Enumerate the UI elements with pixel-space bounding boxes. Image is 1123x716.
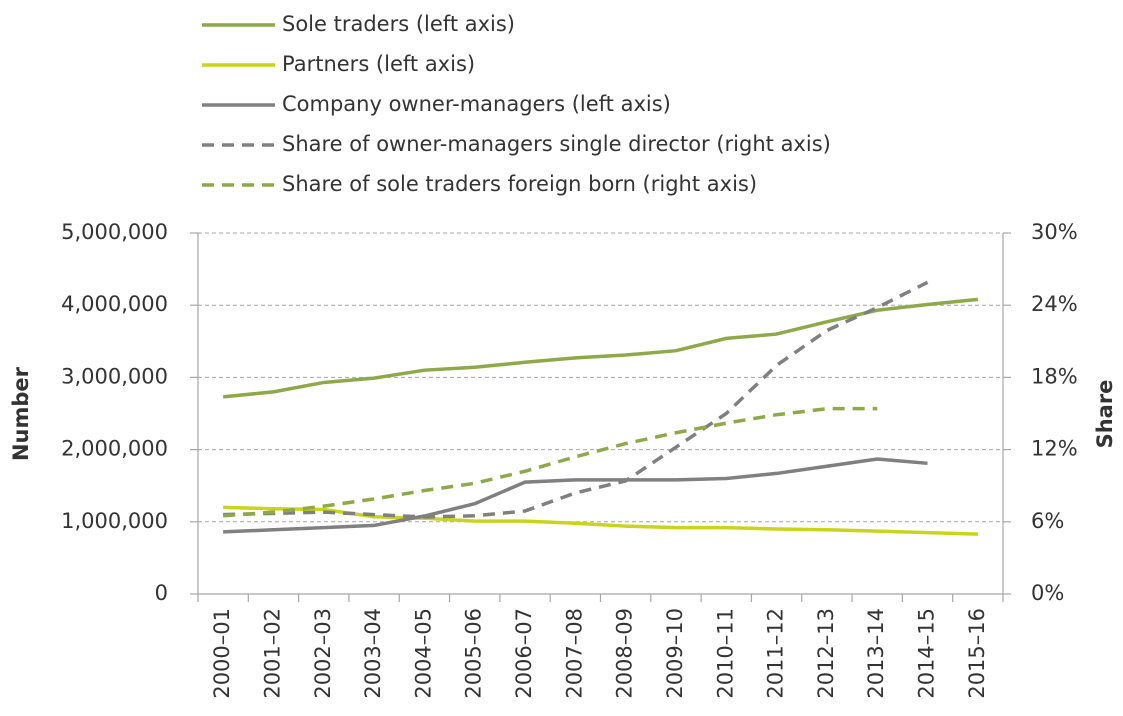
legend-label: Share of owner-managers single director … [282,132,831,156]
x-tick-label: 2006–07 [512,608,536,699]
y2-tick-label: 6% [1031,509,1064,533]
x-tick-label: 2004–05 [411,608,435,699]
y-tick-label: 2,000,000 [61,437,168,461]
series-line [223,505,978,536]
x-tick-label: 2008–09 [613,608,637,699]
y-tick-label: 3,000,000 [61,364,168,388]
y-tick-label: 1,000,000 [61,509,168,533]
x-tick-label: 2007–08 [562,608,586,699]
legend-label: Sole traders (left axis) [282,12,515,36]
y2-tick-label: 0% [1031,581,1064,605]
y2-tick-label: 12% [1031,437,1078,461]
legend-label: Company owner-managers (left axis) [282,92,671,116]
y2-tick-label: 18% [1031,364,1078,388]
x-tick-label: 2009–10 [663,608,687,699]
x-tick-label: 2011–12 [764,608,788,699]
y-tick-label: 0 [155,581,168,605]
x-tick-label: 2002–03 [311,608,335,699]
legend-label: Partners (left axis) [282,52,475,76]
x-tick-label: 2001–02 [260,608,284,699]
y2-tick-label: 24% [1031,292,1078,316]
x-tick-label: 2003–04 [361,608,385,699]
x-tick-label: 2015–16 [965,608,989,699]
legend-label: Share of sole traders foreign born (righ… [282,172,757,196]
x-tick-label: 2012–13 [814,608,838,699]
series-line [223,457,928,534]
x-tick-label: 2014–15 [915,608,939,699]
x-tick-label: 2010–11 [713,608,737,699]
series-line [223,280,929,519]
x-tick-label: 2013–14 [864,608,888,699]
series-line [222,297,979,399]
x-tick-label: 2005–06 [462,608,486,699]
y-axis-title: Number [9,366,33,461]
series-line [223,406,878,518]
x-tick-label: 2000–01 [210,608,234,699]
y-tick-label: 4,000,000 [61,292,168,316]
y-tick-label: 5,000,000 [61,220,168,244]
y2-tick-label: 30% [1031,220,1078,244]
y2-axis-title: Share [1093,380,1117,449]
